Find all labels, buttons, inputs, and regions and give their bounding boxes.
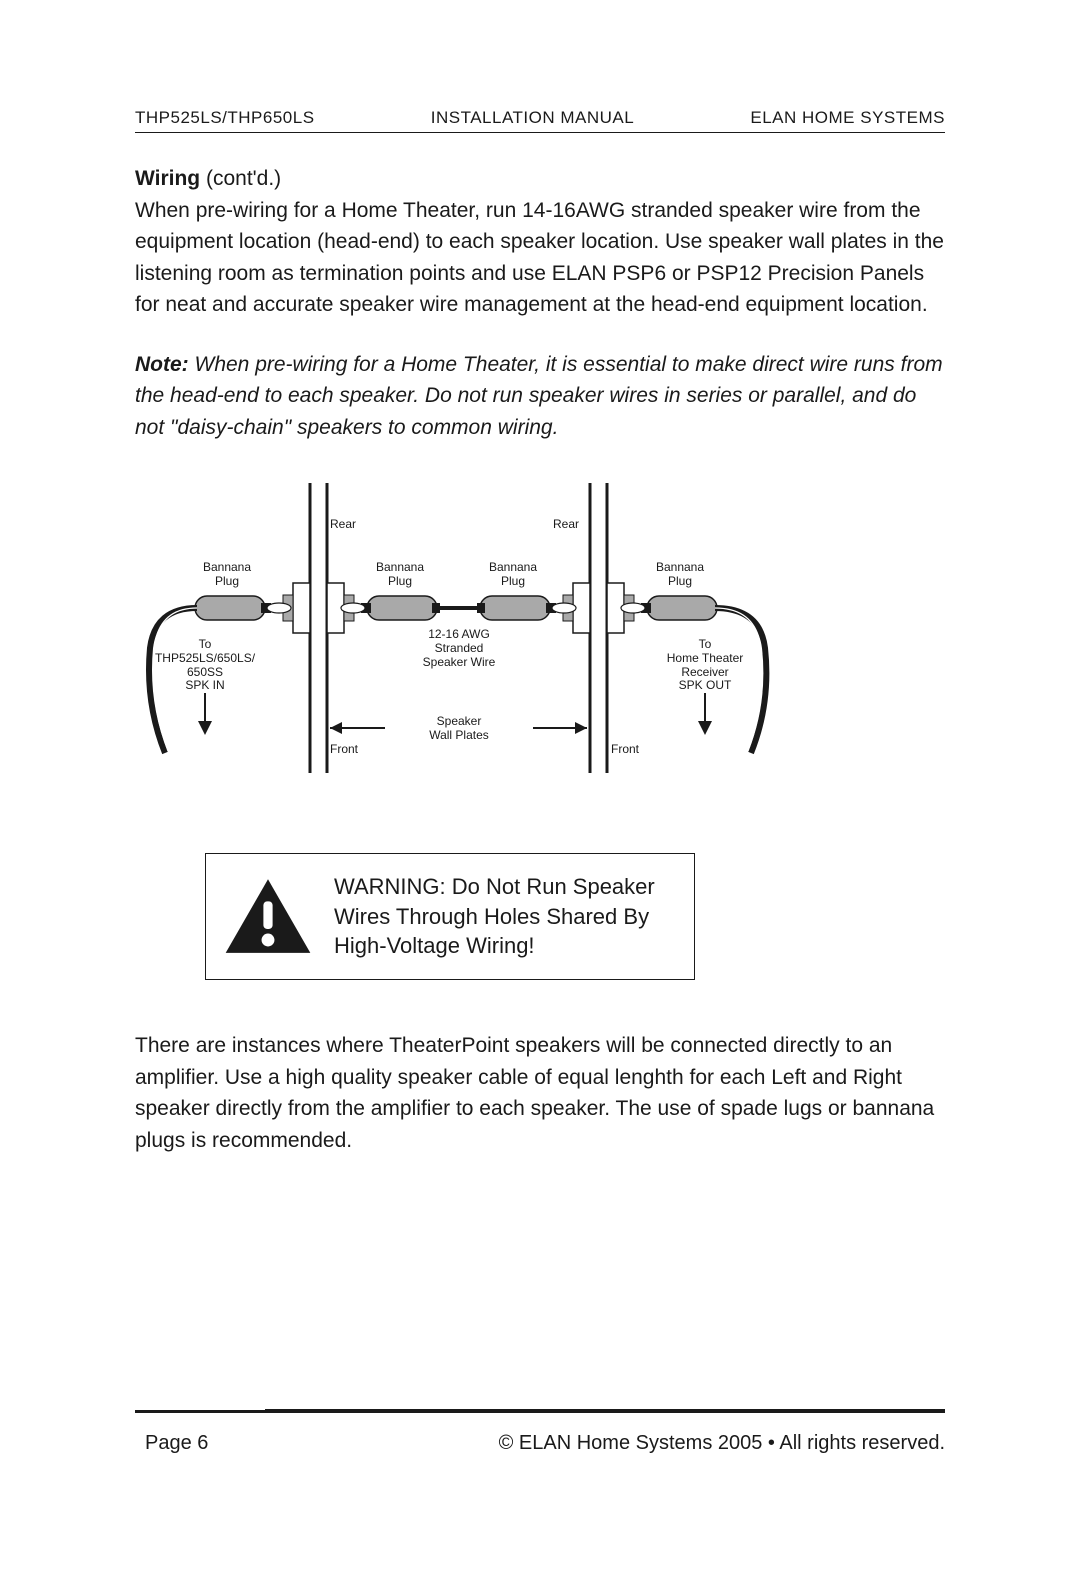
- label-banana-4: BannanaPlug: [656, 561, 704, 589]
- footer-page: Page 6: [145, 1432, 208, 1455]
- wiring-title-cont: (cont'd.): [200, 167, 281, 190]
- wiring-body1: When pre-wiring for a Home Theater, run …: [135, 199, 944, 317]
- page-header: THP525LS/THP650LS INSTALLATION MANUAL EL…: [135, 108, 945, 133]
- label-rear-left: Rear: [330, 518, 356, 532]
- header-center: INSTALLATION MANUAL: [431, 108, 634, 128]
- header-right: ELAN HOME SYSTEMS: [750, 108, 945, 128]
- label-to-left: ToTHP525LS/650LS/650SSSPK IN: [155, 638, 255, 693]
- label-wallplates: SpeakerWall Plates: [429, 715, 489, 743]
- label-front-left: Front: [330, 743, 358, 757]
- note-body: When pre-wiring for a Home Theater, it i…: [135, 353, 943, 439]
- page-footer: Page 6 © ELAN Home Systems 2005 • All ri…: [145, 1432, 945, 1455]
- page-body: THP525LS/THP650LS INSTALLATION MANUAL EL…: [135, 108, 945, 1184]
- footer-copy: © ELAN Home Systems 2005 • All rights re…: [499, 1432, 945, 1455]
- label-awg: 12-16 AWGStrandedSpeaker Wire: [423, 628, 496, 669]
- header-left: THP525LS/THP650LS: [135, 108, 315, 128]
- label-to-right: ToHome TheaterReceiverSPK OUT: [667, 638, 743, 693]
- label-banana-1: BannanaPlug: [203, 561, 251, 589]
- label-banana-3: BannanaPlug: [489, 561, 537, 589]
- warning-text: WARNING: Do Not Run Speaker Wires Throug…: [334, 872, 674, 961]
- warning-icon: [222, 877, 314, 957]
- wiring-diagram: Rear Rear Front Front BannanaPlug Bannan…: [135, 483, 945, 793]
- wiring-note: Note: When pre-wiring for a Home Theater…: [135, 349, 945, 444]
- label-banana-2: BannanaPlug: [376, 561, 424, 589]
- warning-box: WARNING: Do Not Run Speaker Wires Throug…: [205, 853, 695, 980]
- wiring-para1: Wiring (cont'd.) When pre-wiring for a H…: [135, 163, 945, 321]
- wiring-title-bold: Wiring: [135, 167, 200, 190]
- note-bold: Note:: [135, 353, 189, 376]
- label-front-right: Front: [611, 743, 639, 757]
- footer-rule: [135, 1410, 945, 1413]
- diagram-svg: [135, 483, 945, 793]
- label-rear-right: Rear: [553, 518, 579, 532]
- wiring-para2: There are instances where TheaterPoint s…: [135, 1030, 945, 1156]
